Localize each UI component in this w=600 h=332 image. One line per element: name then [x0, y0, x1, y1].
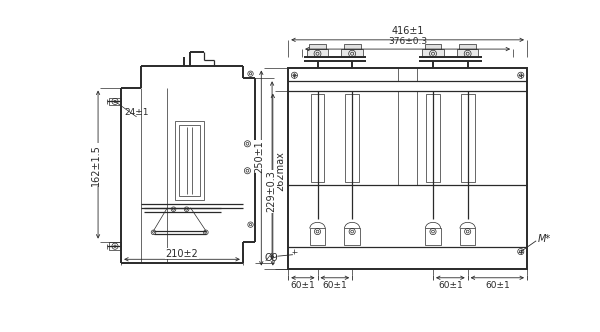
Bar	[311, 94, 325, 182]
Bar	[425, 44, 442, 49]
Text: M*: M*	[538, 234, 551, 244]
Text: 210±2: 210±2	[166, 249, 199, 259]
Bar	[109, 242, 121, 250]
Bar	[344, 44, 361, 49]
Text: 24±1: 24±1	[124, 109, 149, 118]
Bar	[457, 49, 478, 57]
Bar	[460, 228, 475, 245]
Text: Ø9: Ø9	[265, 253, 278, 263]
Text: 376±0.3: 376±0.3	[388, 37, 427, 46]
Text: 250±1: 250±1	[254, 140, 264, 173]
Bar	[426, 94, 440, 182]
Bar	[307, 49, 328, 57]
Bar	[310, 228, 325, 245]
Bar	[345, 94, 359, 182]
Bar	[459, 44, 476, 49]
Bar	[109, 98, 121, 105]
Bar	[175, 121, 205, 200]
Text: 60±1: 60±1	[485, 281, 509, 290]
Text: 60±1: 60±1	[322, 281, 347, 290]
Text: 162±1.5: 162±1.5	[91, 144, 101, 186]
Bar	[309, 44, 326, 49]
Text: 229±0.3: 229±0.3	[266, 170, 277, 212]
Bar	[341, 49, 363, 57]
Bar	[461, 94, 475, 182]
Bar	[288, 67, 527, 269]
Text: 60±1: 60±1	[290, 281, 315, 290]
Text: 416±1: 416±1	[391, 26, 424, 36]
Text: 60±1: 60±1	[438, 281, 463, 290]
Bar	[425, 228, 441, 245]
Bar	[179, 124, 200, 196]
Bar	[422, 49, 444, 57]
Text: 262max: 262max	[275, 151, 285, 191]
Bar	[344, 228, 360, 245]
